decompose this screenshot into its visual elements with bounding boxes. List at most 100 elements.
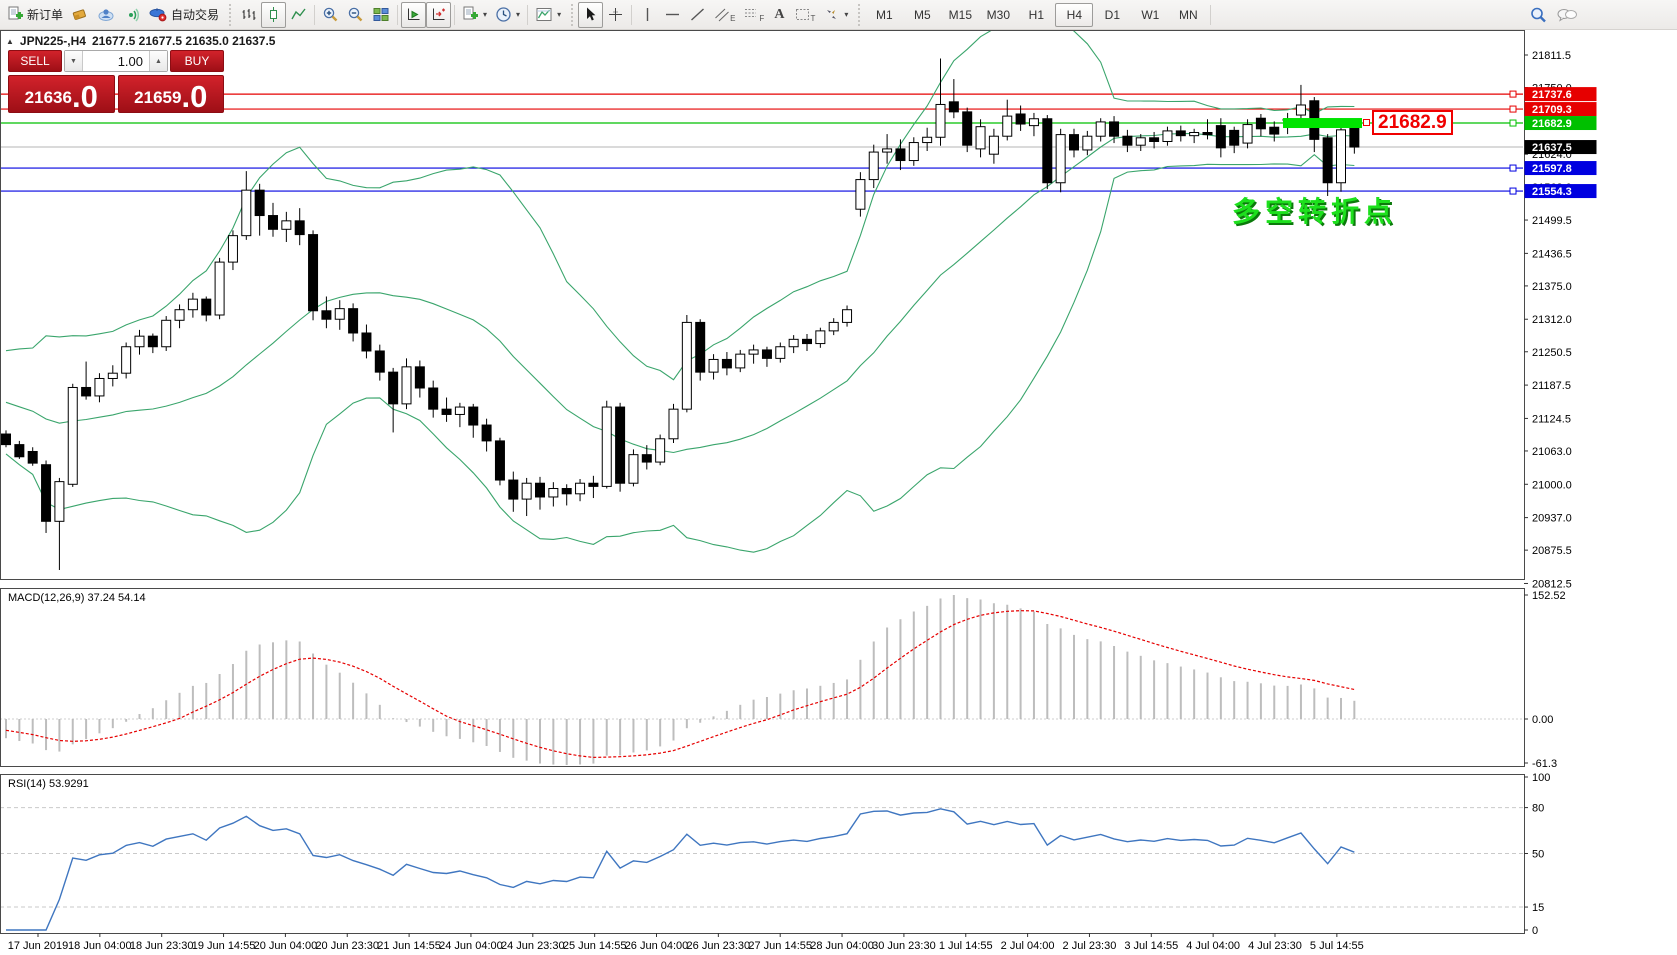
price-axis-badge bbox=[1524, 140, 1597, 155]
tab-timeframe-d1[interactable]: D1 bbox=[1104, 7, 1121, 22]
tab-timeframe-h1[interactable]: H1 bbox=[1028, 7, 1045, 22]
chevron-down-icon[interactable]: ▾ bbox=[844, 10, 849, 19]
cursor-button[interactable] bbox=[578, 1, 604, 28]
candlestick-button[interactable] bbox=[261, 1, 287, 28]
sell-button[interactable]: SELL bbox=[8, 50, 62, 72]
line-chart-button[interactable] bbox=[286, 2, 311, 28]
tab-timeframe-m5[interactable]: M5 bbox=[914, 7, 931, 22]
candle-body bbox=[187, 298, 198, 311]
time-tick-label: 24 Jun 23:30 bbox=[501, 940, 565, 952]
chart-canvas[interactable]: 21811.521750.021687.021624.021562.021499… bbox=[0, 30, 1677, 955]
chevron-down-icon[interactable]: ▾ bbox=[516, 10, 521, 19]
chart-annotation-text[interactable]: 多空转折点 bbox=[1232, 196, 1398, 227]
highlight-rectangle[interactable] bbox=[1283, 118, 1362, 129]
price-tick-label: 21436.5 bbox=[1532, 248, 1572, 260]
toolbar-drag-handle[interactable] bbox=[569, 3, 575, 26]
candle-body bbox=[147, 335, 158, 348]
price-axis-badge-text: 21737.6 bbox=[1532, 89, 1572, 101]
callout-anchor-square[interactable] bbox=[1363, 119, 1370, 126]
tile-windows-button[interactable] bbox=[368, 2, 394, 28]
community-button[interactable] bbox=[93, 2, 119, 28]
volume-decrease-button[interactable]: ▼ bbox=[65, 51, 83, 71]
chevron-down-icon[interactable]: ▾ bbox=[557, 10, 562, 19]
volume-value[interactable]: 1.00 bbox=[117, 53, 143, 69]
one-click-collapse-icon[interactable]: ▲ bbox=[6, 36, 14, 46]
price-tick-label: 21250.5 bbox=[1532, 347, 1572, 359]
tab-timeframe-w1[interactable]: W1 bbox=[1141, 7, 1160, 22]
candle-body bbox=[681, 321, 692, 410]
zoom-in-button[interactable] bbox=[318, 2, 343, 28]
new-order-button[interactable]: 新订单 bbox=[3, 2, 67, 28]
candle-body bbox=[281, 220, 292, 230]
buy-price-button[interactable]: 21659.0 bbox=[117, 75, 224, 113]
candle-body bbox=[468, 406, 479, 426]
tab-timeframe-m15[interactable]: M15 bbox=[948, 7, 973, 22]
level-anchor-square[interactable] bbox=[1509, 90, 1517, 98]
tab-timeframe-h4[interactable]: H4 bbox=[1055, 2, 1094, 27]
level-anchor-square[interactable] bbox=[1509, 105, 1517, 113]
templates-button[interactable]: ▾ bbox=[531, 2, 565, 28]
tab-timeframe-m1[interactable]: M1 bbox=[876, 7, 893, 22]
periods-button[interactable]: ▾ bbox=[491, 2, 524, 28]
candle-body bbox=[708, 358, 719, 373]
crosshair-icon bbox=[607, 6, 624, 23]
chevron-down-icon[interactable]: ▾ bbox=[483, 10, 488, 19]
level-anchor-square[interactable] bbox=[1509, 119, 1517, 127]
fibo-icon bbox=[743, 6, 760, 23]
equidistant-channel-button[interactable]: E bbox=[710, 2, 739, 28]
macd-pane bbox=[1, 595, 1523, 765]
arrows-button[interactable]: ▾ bbox=[819, 2, 852, 28]
bar-chart-button[interactable] bbox=[236, 2, 261, 28]
text-label-button[interactable]: T bbox=[790, 2, 819, 28]
candle-body bbox=[882, 148, 893, 153]
horizontal-line-button[interactable] bbox=[660, 2, 685, 28]
candle-body bbox=[361, 332, 372, 352]
chart-shift-button[interactable] bbox=[426, 1, 452, 28]
trend-icon bbox=[689, 6, 706, 23]
time-tick-label: 26 Jun 23:30 bbox=[687, 940, 751, 952]
candle-body bbox=[775, 346, 786, 359]
sell-price-fraction: .0 bbox=[71, 78, 98, 114]
buy-button[interactable]: BUY bbox=[170, 50, 224, 72]
time-tick-label: 25 Jun 14:55 bbox=[563, 940, 627, 952]
signals-button[interactable] bbox=[119, 2, 145, 28]
letter-subscript: T bbox=[810, 14, 816, 23]
price-callout-label[interactable]: 21682.9 bbox=[1372, 110, 1453, 135]
price-axis-badge-text: 21597.8 bbox=[1532, 163, 1572, 175]
rsi-axis-label: 80 bbox=[1532, 803, 1544, 815]
tab-timeframe-m30[interactable]: M30 bbox=[986, 7, 1011, 22]
search-button[interactable] bbox=[1525, 2, 1552, 28]
toolbar-separator bbox=[314, 4, 316, 25]
trendline-button[interactable] bbox=[685, 2, 710, 28]
chat-button[interactable] bbox=[1552, 2, 1582, 28]
styler-button[interactable] bbox=[67, 2, 93, 28]
autotrade-button[interactable]: 自动交易 bbox=[145, 2, 223, 28]
rsi-indicator-label: RSI(14) 53.9291 bbox=[8, 778, 89, 790]
macd-signal-line bbox=[5, 610, 1355, 759]
tab-timeframe-mn[interactable]: MN bbox=[1179, 7, 1198, 22]
fibonacci-button[interactable]: F bbox=[739, 2, 768, 28]
auto-scroll-button[interactable] bbox=[401, 1, 427, 28]
level-anchor-square[interactable] bbox=[1509, 164, 1517, 172]
level-anchor-square[interactable] bbox=[1509, 187, 1517, 195]
candle-body bbox=[227, 235, 238, 263]
indicators-button[interactable]: ▾ bbox=[458, 2, 491, 28]
candle-body bbox=[294, 220, 305, 236]
candle-body bbox=[54, 481, 65, 522]
volume-increase-button[interactable]: ▲ bbox=[149, 51, 167, 71]
sell-price-button[interactable]: 21636.0 bbox=[8, 75, 115, 113]
crosshair-button[interactable] bbox=[603, 2, 628, 28]
vertical-line-button[interactable] bbox=[635, 2, 660, 28]
candle-body bbox=[1042, 118, 1053, 184]
candle-body bbox=[1149, 137, 1160, 142]
zoom-out-button[interactable] bbox=[343, 2, 368, 28]
toolbar-drag-handle[interactable] bbox=[227, 3, 233, 26]
toolbar-drag-handle[interactable] bbox=[856, 3, 862, 26]
time-tick-label: 20 Jun 04:00 bbox=[254, 940, 318, 952]
price-axis[interactable]: 21811.521750.021687.021624.021562.021499… bbox=[1524, 50, 1597, 937]
text-button[interactable]: A bbox=[768, 2, 790, 28]
candle-body bbox=[161, 319, 172, 348]
candle-body bbox=[81, 386, 92, 397]
